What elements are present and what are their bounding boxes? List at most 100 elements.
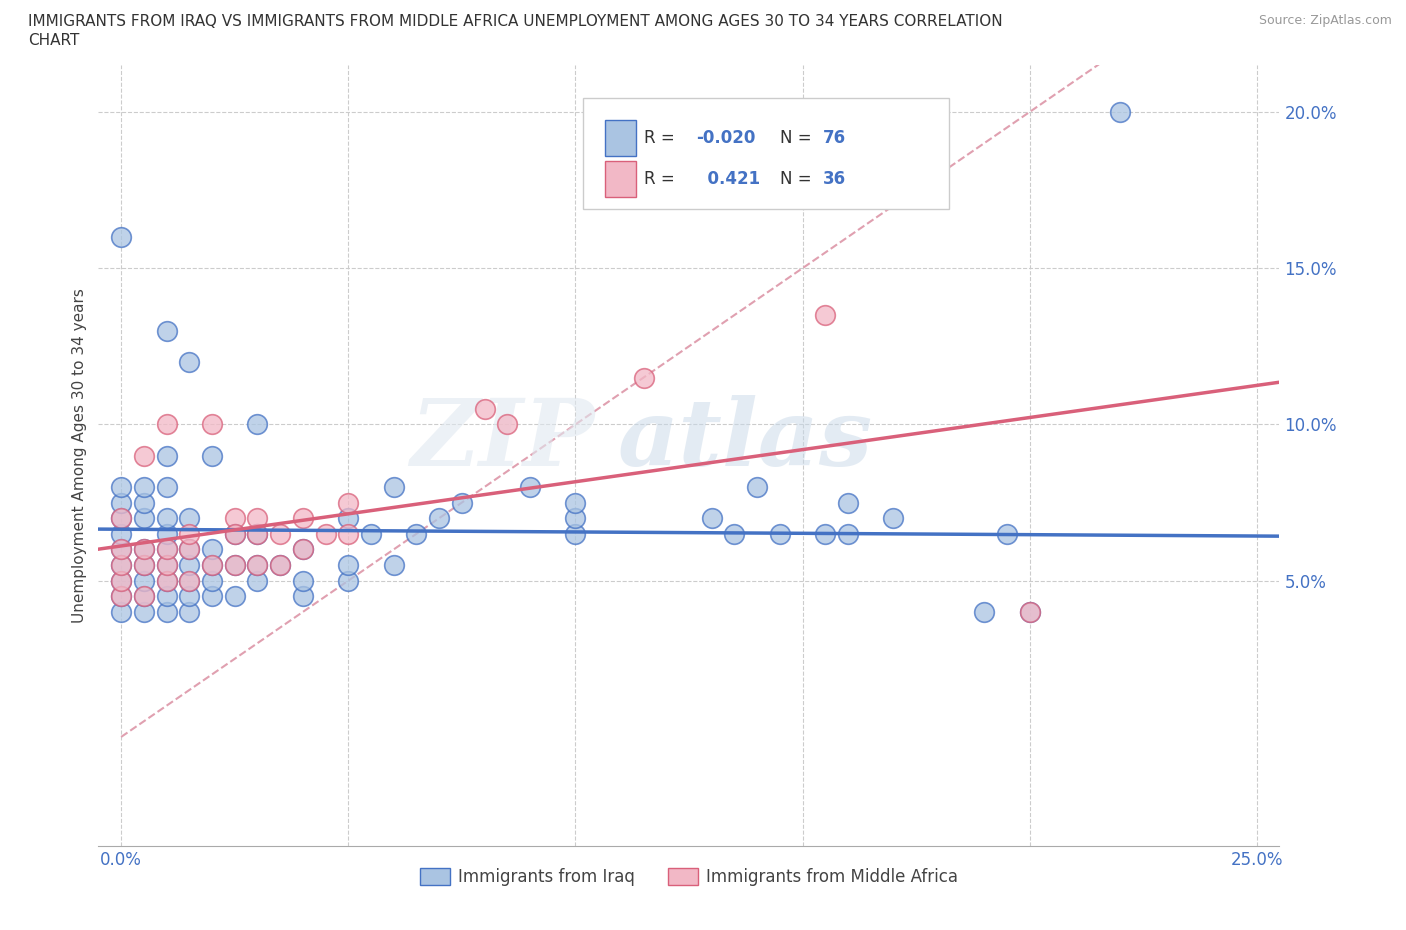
Point xyxy=(474,402,496,417)
Point xyxy=(246,511,269,525)
Y-axis label: Unemployment Among Ages 30 to 34 years: Unemployment Among Ages 30 to 34 years xyxy=(72,288,87,623)
Point xyxy=(179,573,201,588)
Text: Source: ZipAtlas.com: Source: ZipAtlas.com xyxy=(1258,14,1392,27)
Point xyxy=(224,526,246,541)
Point xyxy=(132,589,155,604)
Point xyxy=(110,558,132,573)
Point xyxy=(315,526,337,541)
Point xyxy=(633,370,655,385)
Point xyxy=(224,558,246,573)
Point xyxy=(837,495,859,510)
Point xyxy=(405,526,427,541)
Point xyxy=(269,558,291,573)
Point xyxy=(201,542,224,557)
Point xyxy=(155,558,177,573)
Text: ZIP: ZIP xyxy=(411,395,595,485)
Point xyxy=(882,511,904,525)
Point xyxy=(179,604,201,619)
Point xyxy=(179,526,201,541)
Point xyxy=(110,511,132,525)
Point xyxy=(155,573,177,588)
Point xyxy=(337,573,360,588)
Point xyxy=(1109,104,1132,119)
Point xyxy=(496,417,519,432)
Point xyxy=(201,573,224,588)
Point xyxy=(201,558,224,573)
Point xyxy=(769,526,792,541)
Text: N =: N = xyxy=(780,170,817,188)
Point xyxy=(837,526,859,541)
Point xyxy=(995,526,1018,541)
Point xyxy=(155,542,177,557)
Text: 76: 76 xyxy=(823,129,845,147)
Point xyxy=(246,526,269,541)
Point xyxy=(564,526,586,541)
Legend: Immigrants from Iraq, Immigrants from Middle Africa: Immigrants from Iraq, Immigrants from Mi… xyxy=(413,861,965,893)
Point xyxy=(155,417,177,432)
Point xyxy=(973,604,995,619)
Point xyxy=(110,573,132,588)
Point xyxy=(450,495,472,510)
Point xyxy=(132,542,155,557)
Point xyxy=(110,604,132,619)
Point xyxy=(246,558,269,573)
Point xyxy=(723,526,745,541)
Point xyxy=(155,448,177,463)
Point xyxy=(201,558,224,573)
Point xyxy=(110,526,132,541)
Text: -0.020: -0.020 xyxy=(696,129,755,147)
Point xyxy=(291,589,314,604)
Point xyxy=(110,558,132,573)
Point xyxy=(382,480,405,495)
Point xyxy=(564,495,586,510)
Point xyxy=(269,526,291,541)
Point xyxy=(337,495,360,510)
Point xyxy=(291,542,314,557)
Point xyxy=(132,480,155,495)
Point xyxy=(291,573,314,588)
Text: 36: 36 xyxy=(823,170,845,188)
Point xyxy=(269,558,291,573)
Point xyxy=(224,511,246,525)
Point xyxy=(427,511,450,525)
Text: 0.421: 0.421 xyxy=(696,170,761,188)
Point xyxy=(201,448,224,463)
Point xyxy=(291,542,314,557)
Point xyxy=(110,511,132,525)
Text: atlas: atlas xyxy=(619,395,873,485)
Point xyxy=(155,480,177,495)
Point xyxy=(745,480,768,495)
Point xyxy=(700,511,723,525)
Text: IMMIGRANTS FROM IRAQ VS IMMIGRANTS FROM MIDDLE AFRICA UNEMPLOYMENT AMONG AGES 30: IMMIGRANTS FROM IRAQ VS IMMIGRANTS FROM … xyxy=(28,14,1002,29)
Point xyxy=(519,480,541,495)
Point xyxy=(179,354,201,369)
Point xyxy=(155,589,177,604)
Point xyxy=(246,573,269,588)
Text: R =: R = xyxy=(644,170,681,188)
Point xyxy=(155,511,177,525)
Point xyxy=(382,558,405,573)
Point xyxy=(132,589,155,604)
Point xyxy=(132,604,155,619)
Point xyxy=(132,511,155,525)
Point xyxy=(291,511,314,525)
Point xyxy=(337,558,360,573)
Point xyxy=(179,542,201,557)
Point xyxy=(814,526,837,541)
Point xyxy=(201,589,224,604)
Point xyxy=(110,573,132,588)
Point xyxy=(224,558,246,573)
Point xyxy=(155,542,177,557)
Point xyxy=(337,526,360,541)
Point xyxy=(155,324,177,339)
Point xyxy=(201,417,224,432)
Point xyxy=(132,448,155,463)
Point xyxy=(132,542,155,557)
Point xyxy=(179,558,201,573)
Point xyxy=(179,573,201,588)
Point xyxy=(155,558,177,573)
Point xyxy=(179,542,201,557)
Point xyxy=(110,589,132,604)
Point xyxy=(110,230,132,245)
Point xyxy=(179,589,201,604)
